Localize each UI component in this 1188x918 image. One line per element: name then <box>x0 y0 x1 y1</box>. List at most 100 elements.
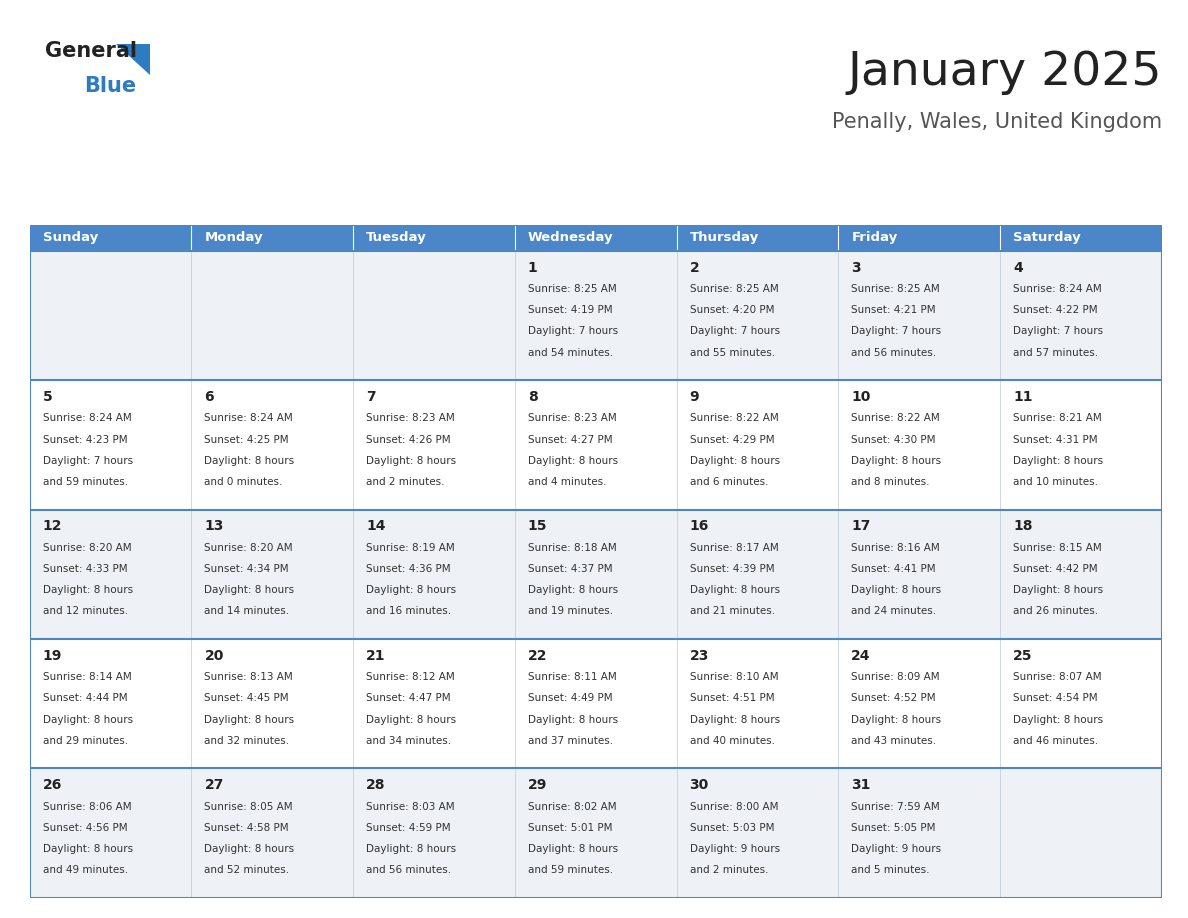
Text: Sunrise: 8:22 AM: Sunrise: 8:22 AM <box>852 413 940 423</box>
Text: 31: 31 <box>852 778 871 792</box>
Bar <box>1000 768 1162 898</box>
Text: Sunset: 5:01 PM: Sunset: 5:01 PM <box>527 823 612 833</box>
Text: Sunset: 4:21 PM: Sunset: 4:21 PM <box>852 305 936 315</box>
Text: Sunrise: 8:23 AM: Sunrise: 8:23 AM <box>366 413 455 423</box>
Text: Daylight: 8 hours: Daylight: 8 hours <box>852 585 941 595</box>
Text: Sunrise: 8:13 AM: Sunrise: 8:13 AM <box>204 672 293 682</box>
Text: and 54 minutes.: and 54 minutes. <box>527 348 613 358</box>
Text: 27: 27 <box>204 778 223 792</box>
Bar <box>677 509 839 639</box>
Text: Sunset: 4:31 PM: Sunset: 4:31 PM <box>1013 434 1098 444</box>
Text: and 40 minutes.: and 40 minutes. <box>689 736 775 745</box>
Text: and 56 minutes.: and 56 minutes. <box>852 348 936 358</box>
Text: 10: 10 <box>852 390 871 404</box>
Text: Sunset: 4:47 PM: Sunset: 4:47 PM <box>366 693 450 703</box>
Text: Sunrise: 8:20 AM: Sunrise: 8:20 AM <box>204 543 293 553</box>
Text: 14: 14 <box>366 520 386 533</box>
Text: and 21 minutes.: and 21 minutes. <box>689 607 775 616</box>
Bar <box>839 225 1000 251</box>
Text: January 2025: January 2025 <box>847 50 1162 95</box>
Text: Sunrise: 8:20 AM: Sunrise: 8:20 AM <box>43 543 131 553</box>
Text: 3: 3 <box>852 261 861 274</box>
Text: Sunrise: 8:02 AM: Sunrise: 8:02 AM <box>527 801 617 812</box>
Text: Sunset: 4:30 PM: Sunset: 4:30 PM <box>852 434 936 444</box>
Text: Sunrise: 8:12 AM: Sunrise: 8:12 AM <box>366 672 455 682</box>
Text: 5: 5 <box>43 390 52 404</box>
Text: Sunset: 4:54 PM: Sunset: 4:54 PM <box>1013 693 1098 703</box>
Text: and 19 minutes.: and 19 minutes. <box>527 607 613 616</box>
Text: Daylight: 8 hours: Daylight: 8 hours <box>852 714 941 724</box>
Text: Daylight: 8 hours: Daylight: 8 hours <box>204 844 295 854</box>
Text: Sunrise: 8:24 AM: Sunrise: 8:24 AM <box>204 413 293 423</box>
Bar <box>677 251 839 380</box>
Bar <box>677 639 839 768</box>
Text: Sunrise: 8:24 AM: Sunrise: 8:24 AM <box>43 413 132 423</box>
Text: 11: 11 <box>1013 390 1032 404</box>
Text: 22: 22 <box>527 649 548 663</box>
Text: Sunrise: 8:00 AM: Sunrise: 8:00 AM <box>689 801 778 812</box>
Text: and 43 minutes.: and 43 minutes. <box>852 736 936 745</box>
Bar <box>1000 225 1162 251</box>
Bar <box>1000 509 1162 639</box>
Bar <box>353 509 514 639</box>
Text: and 10 minutes.: and 10 minutes. <box>1013 477 1098 487</box>
Text: Daylight: 8 hours: Daylight: 8 hours <box>204 714 295 724</box>
Text: Sunrise: 8:25 AM: Sunrise: 8:25 AM <box>689 284 778 294</box>
Text: and 34 minutes.: and 34 minutes. <box>366 736 451 745</box>
Text: Sunrise: 8:11 AM: Sunrise: 8:11 AM <box>527 672 617 682</box>
Bar <box>677 768 839 898</box>
Text: Sunrise: 8:07 AM: Sunrise: 8:07 AM <box>1013 672 1101 682</box>
Text: 28: 28 <box>366 778 386 792</box>
Text: 24: 24 <box>852 649 871 663</box>
Text: and 56 minutes.: and 56 minutes. <box>366 865 451 875</box>
Text: 9: 9 <box>689 390 700 404</box>
Text: Sunset: 4:41 PM: Sunset: 4:41 PM <box>852 564 936 574</box>
Text: Daylight: 7 hours: Daylight: 7 hours <box>852 327 941 336</box>
Text: Thursday: Thursday <box>689 231 759 244</box>
Text: Daylight: 8 hours: Daylight: 8 hours <box>43 844 133 854</box>
Bar <box>30 225 191 251</box>
Text: Sunrise: 8:22 AM: Sunrise: 8:22 AM <box>689 413 778 423</box>
Text: 8: 8 <box>527 390 538 404</box>
Text: Daylight: 8 hours: Daylight: 8 hours <box>689 585 779 595</box>
Bar <box>191 768 353 898</box>
Bar <box>514 251 677 380</box>
Text: Sunrise: 8:19 AM: Sunrise: 8:19 AM <box>366 543 455 553</box>
Text: and 4 minutes.: and 4 minutes. <box>527 477 606 487</box>
Text: Sunset: 4:59 PM: Sunset: 4:59 PM <box>366 823 450 833</box>
Bar <box>353 639 514 768</box>
Text: Sunset: 4:20 PM: Sunset: 4:20 PM <box>689 305 775 315</box>
Text: Daylight: 8 hours: Daylight: 8 hours <box>204 455 295 465</box>
Bar <box>353 251 514 380</box>
Text: 7: 7 <box>366 390 375 404</box>
Text: and 37 minutes.: and 37 minutes. <box>527 736 613 745</box>
Bar <box>30 639 191 768</box>
Text: Sunset: 4:29 PM: Sunset: 4:29 PM <box>689 434 775 444</box>
Bar <box>839 639 1000 768</box>
Text: Daylight: 8 hours: Daylight: 8 hours <box>1013 714 1104 724</box>
Text: Daylight: 8 hours: Daylight: 8 hours <box>527 844 618 854</box>
Text: 29: 29 <box>527 778 548 792</box>
Text: Blue: Blue <box>84 76 137 96</box>
Text: Sunset: 5:03 PM: Sunset: 5:03 PM <box>689 823 775 833</box>
Text: and 55 minutes.: and 55 minutes. <box>689 348 775 358</box>
Text: Penally, Wales, United Kingdom: Penally, Wales, United Kingdom <box>832 112 1162 132</box>
Text: Sunrise: 8:18 AM: Sunrise: 8:18 AM <box>527 543 617 553</box>
Bar <box>1000 380 1162 509</box>
Bar <box>30 768 191 898</box>
Text: and 2 minutes.: and 2 minutes. <box>366 477 444 487</box>
Bar <box>353 225 514 251</box>
Text: Sunrise: 8:09 AM: Sunrise: 8:09 AM <box>852 672 940 682</box>
Text: Sunrise: 8:14 AM: Sunrise: 8:14 AM <box>43 672 132 682</box>
Text: 21: 21 <box>366 649 386 663</box>
Text: Daylight: 7 hours: Daylight: 7 hours <box>1013 327 1104 336</box>
Text: Friday: Friday <box>852 231 898 244</box>
Text: Sunset: 4:33 PM: Sunset: 4:33 PM <box>43 564 127 574</box>
Text: Daylight: 8 hours: Daylight: 8 hours <box>43 585 133 595</box>
Bar <box>191 639 353 768</box>
Text: Sunset: 4:34 PM: Sunset: 4:34 PM <box>204 564 289 574</box>
Text: Daylight: 8 hours: Daylight: 8 hours <box>852 455 941 465</box>
Text: 30: 30 <box>689 778 709 792</box>
Text: Daylight: 8 hours: Daylight: 8 hours <box>527 455 618 465</box>
Bar <box>677 380 839 509</box>
